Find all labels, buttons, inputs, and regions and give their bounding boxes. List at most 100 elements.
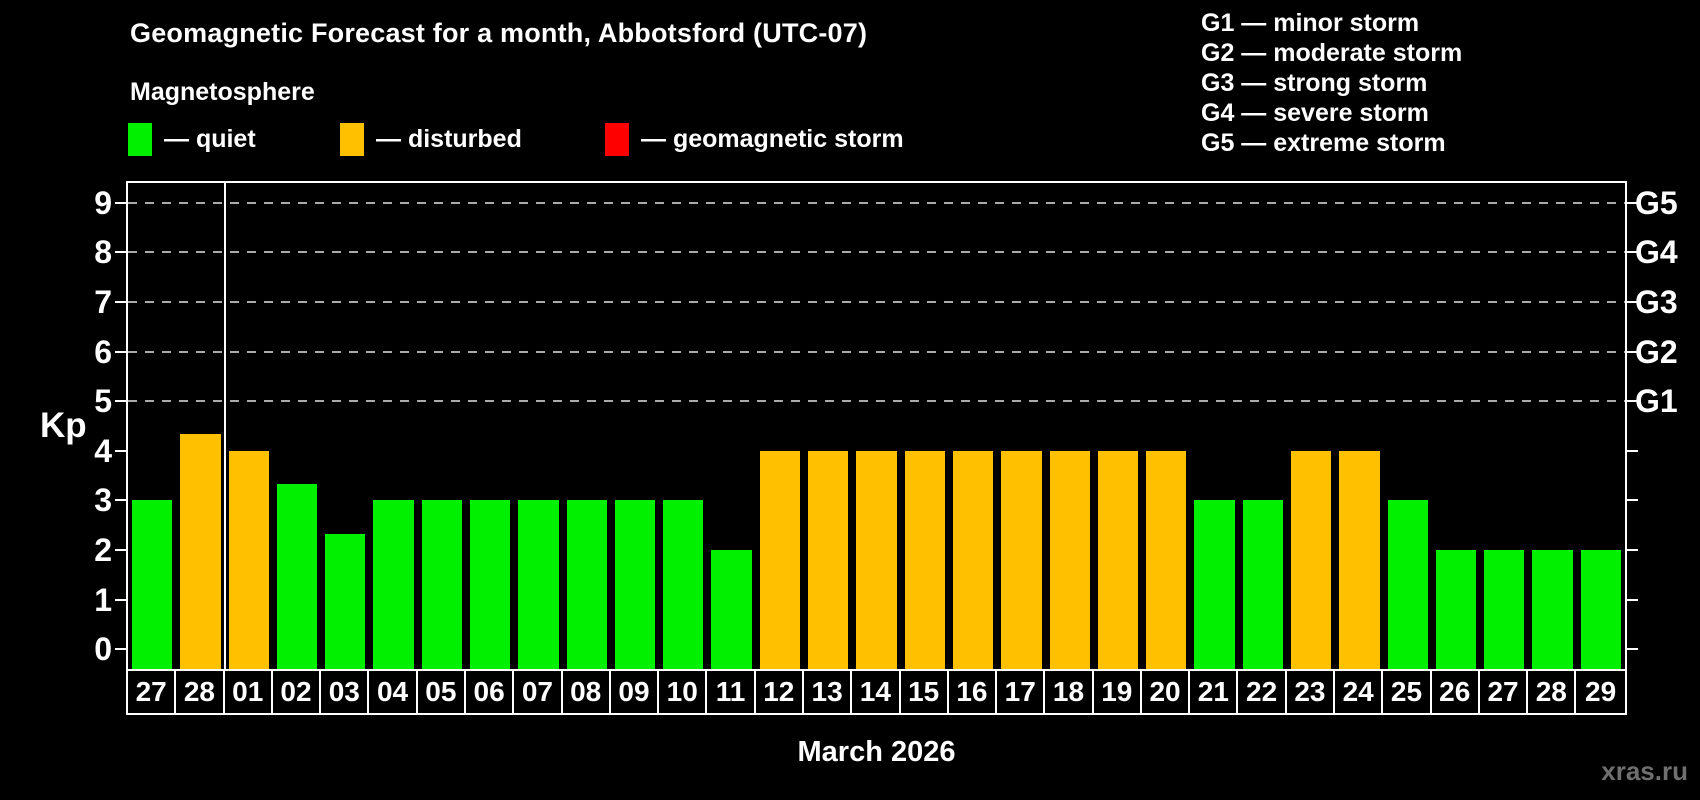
legend-label-disturbed: — disturbed — [376, 124, 522, 153]
kp-bar-day-28 — [1532, 549, 1573, 669]
x-axis-day-cell-9: 08 — [563, 671, 611, 713]
kp-bar-day-17 — [1001, 450, 1042, 669]
x-axis-title: March 2026 — [797, 736, 956, 768]
kp-bar-day-14 — [856, 450, 897, 669]
kp-bar-day-16 — [952, 450, 994, 669]
x-axis-day-cell-8: 07 — [514, 671, 563, 713]
kp-bar-day-09 — [614, 500, 656, 669]
x-axis-day-cell-25: 24 — [1335, 671, 1384, 713]
kp-bar-day-22 — [1242, 500, 1283, 669]
g-legend-line-g4: G4 — severe storm — [1201, 99, 1429, 127]
legend-item-disturbed: — disturbed — [340, 120, 522, 158]
x-axis-day-cell-20: 19 — [1094, 671, 1142, 713]
y-axis-tick-left-5 — [115, 400, 126, 403]
y-axis-tick-right-6 — [1627, 350, 1638, 353]
kp-bar-day-20 — [1146, 450, 1187, 669]
y-axis-tick-left-3 — [115, 499, 126, 502]
y-axis-tick-right-8 — [1627, 251, 1638, 254]
x-axis-day-cell-22: 21 — [1190, 671, 1239, 713]
g-legend-line-g2: G2 — moderate storm — [1201, 39, 1463, 67]
y-axis-label-3: 3 — [94, 482, 112, 519]
y-axis-tick-right-9 — [1627, 201, 1638, 204]
x-axis-day-cell-26: 25 — [1383, 671, 1432, 713]
x-axis-day-cell-16: 15 — [901, 671, 949, 713]
chart-title: Geomagnetic Forecast for a month, Abbots… — [130, 18, 868, 48]
x-axis-day-cell-5: 04 — [369, 671, 418, 713]
x-axis-day-cell-24: 23 — [1287, 671, 1336, 713]
y-axis-tick-left-9 — [115, 201, 126, 204]
y-axis-tick-right-2 — [1627, 548, 1638, 551]
g-scale-legend: G1 — minor storm G2 — moderate storm G3 … — [1201, 8, 1462, 158]
x-axis-day-cell-13: 12 — [756, 671, 804, 713]
x-axis-day-cell-10: 09 — [611, 671, 660, 713]
x-axis-day-cell-18: 17 — [997, 671, 1046, 713]
right-axis-g-label-g2: G2 — [1635, 333, 1678, 370]
g-legend-line-g1: G1 — minor storm — [1201, 9, 1420, 37]
y-axis-tick-right-5 — [1627, 400, 1638, 403]
y-axis-tick-right-3 — [1627, 499, 1638, 502]
y-axis-title: Kp — [40, 406, 87, 445]
g-legend-line-g5: G5 — extreme storm — [1201, 129, 1446, 157]
kp-bar-day-27 — [1484, 549, 1525, 669]
y-axis-label-9: 9 — [94, 184, 112, 221]
kp-bar-day-01 — [228, 450, 269, 669]
kp-bar-day-04 — [373, 500, 414, 669]
kp-bar-day-21 — [1194, 500, 1235, 669]
gridline-kp7 — [128, 301, 1625, 304]
kp-bar-day-29 — [1580, 549, 1621, 669]
x-axis-day-cell-7: 06 — [466, 671, 515, 713]
x-axis-day-cell-2: 01 — [225, 671, 273, 713]
y-axis-label-1: 1 — [94, 581, 112, 618]
legend-label-quiet: — quiet — [164, 124, 256, 153]
x-axis-day-cell-1: 28 — [176, 671, 225, 713]
y-axis-tick-left-7 — [115, 301, 126, 304]
legend-item-quiet: — quiet — [128, 120, 256, 158]
kp-bar-day-23 — [1290, 450, 1332, 669]
kp-bar-day-24 — [1339, 450, 1380, 669]
y-axis-label-0: 0 — [94, 631, 112, 668]
g-legend-line-g3: G3 — strong storm — [1201, 69, 1428, 97]
kp-bar-day-12 — [759, 450, 801, 669]
y-axis-label-6: 6 — [94, 333, 112, 370]
y-axis-label-7: 7 — [94, 284, 112, 321]
kp-bar-day-08 — [566, 500, 607, 669]
kp-bar-day-11 — [711, 549, 752, 669]
x-axis-day-row: 27 28 01 02 03 04 05 06 07 08 09 10 11 12 13 14 15 16 17 18… — [126, 669, 1627, 715]
y-axis-tick-right-7 — [1627, 301, 1638, 304]
y-axis-tick-left-8 — [115, 251, 126, 254]
x-axis-day-cell-15: 14 — [852, 671, 901, 713]
gridline-kp8 — [128, 251, 1625, 254]
x-axis-day-cell-30: 29 — [1585, 676, 1617, 707]
right-axis-g-label-g1: G1 — [1635, 383, 1678, 420]
legend-label-storm: — geomagnetic storm — [641, 124, 904, 153]
x-axis-day-cell-14: 13 — [804, 671, 853, 713]
right-axis-g-label-g3: G3 — [1635, 284, 1678, 321]
kp-bar-day-13 — [808, 450, 849, 669]
kp-bar-day-28 — [180, 434, 221, 669]
right-axis-g-label-g5: G5 — [1635, 184, 1678, 221]
kp-bar-day-26 — [1435, 549, 1477, 669]
x-axis-day-cell-17: 16 — [949, 671, 998, 713]
watermark: xras.ru — [1601, 756, 1688, 786]
plot-area: G1 G2 G3 G4 G5 0 1 2 3 4 5 6 7 8 9 — [94, 181, 1678, 671]
kp-bar-day-18 — [1049, 450, 1090, 669]
x-axis-day-cell-4: 03 — [321, 671, 370, 713]
quiet-color-swatch — [128, 122, 152, 156]
kp-bar-day-25 — [1387, 500, 1428, 669]
y-axis-tick-right-1 — [1627, 598, 1638, 601]
kp-bar-day-19 — [1097, 450, 1139, 669]
kp-bar-day-07 — [518, 500, 559, 669]
chart-subtitle: Magnetosphere — [130, 78, 315, 106]
legend-item-storm: — geomagnetic storm — [605, 120, 904, 158]
x-axis-day-cell-3: 02 — [273, 671, 322, 713]
y-axis-tick-left-6 — [115, 350, 126, 353]
x-axis-day-cell-28: 27 — [1480, 671, 1529, 713]
x-axis-day-cell-27: 26 — [1432, 671, 1480, 713]
disturbed-color-swatch — [340, 122, 364, 156]
right-axis-g-label-g4: G4 — [1635, 234, 1678, 271]
gridline-kp9 — [128, 201, 1625, 204]
x-axis-day-cell-23: 22 — [1238, 671, 1287, 713]
x-axis-day-cell-0: 27 — [128, 671, 177, 713]
storm-color-swatch — [605, 122, 629, 156]
